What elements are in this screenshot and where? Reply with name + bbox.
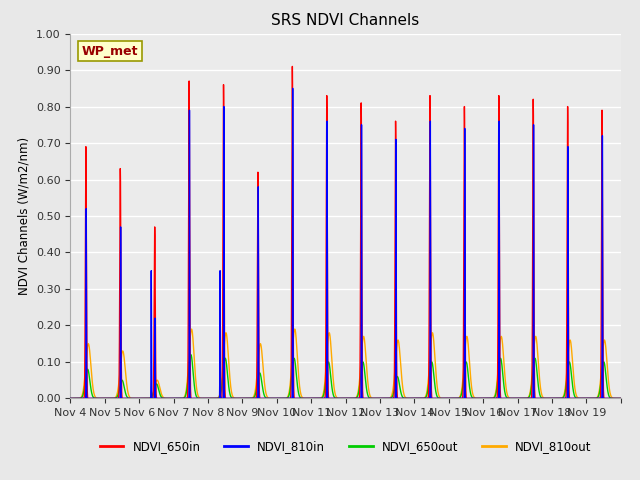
- Legend: NDVI_650in, NDVI_810in, NDVI_650out, NDVI_810out: NDVI_650in, NDVI_810in, NDVI_650out, NDV…: [95, 436, 596, 458]
- Title: SRS NDVI Channels: SRS NDVI Channels: [271, 13, 420, 28]
- Text: WP_met: WP_met: [81, 45, 138, 58]
- Y-axis label: NDVI Channels (W/m2/nm): NDVI Channels (W/m2/nm): [17, 137, 30, 295]
